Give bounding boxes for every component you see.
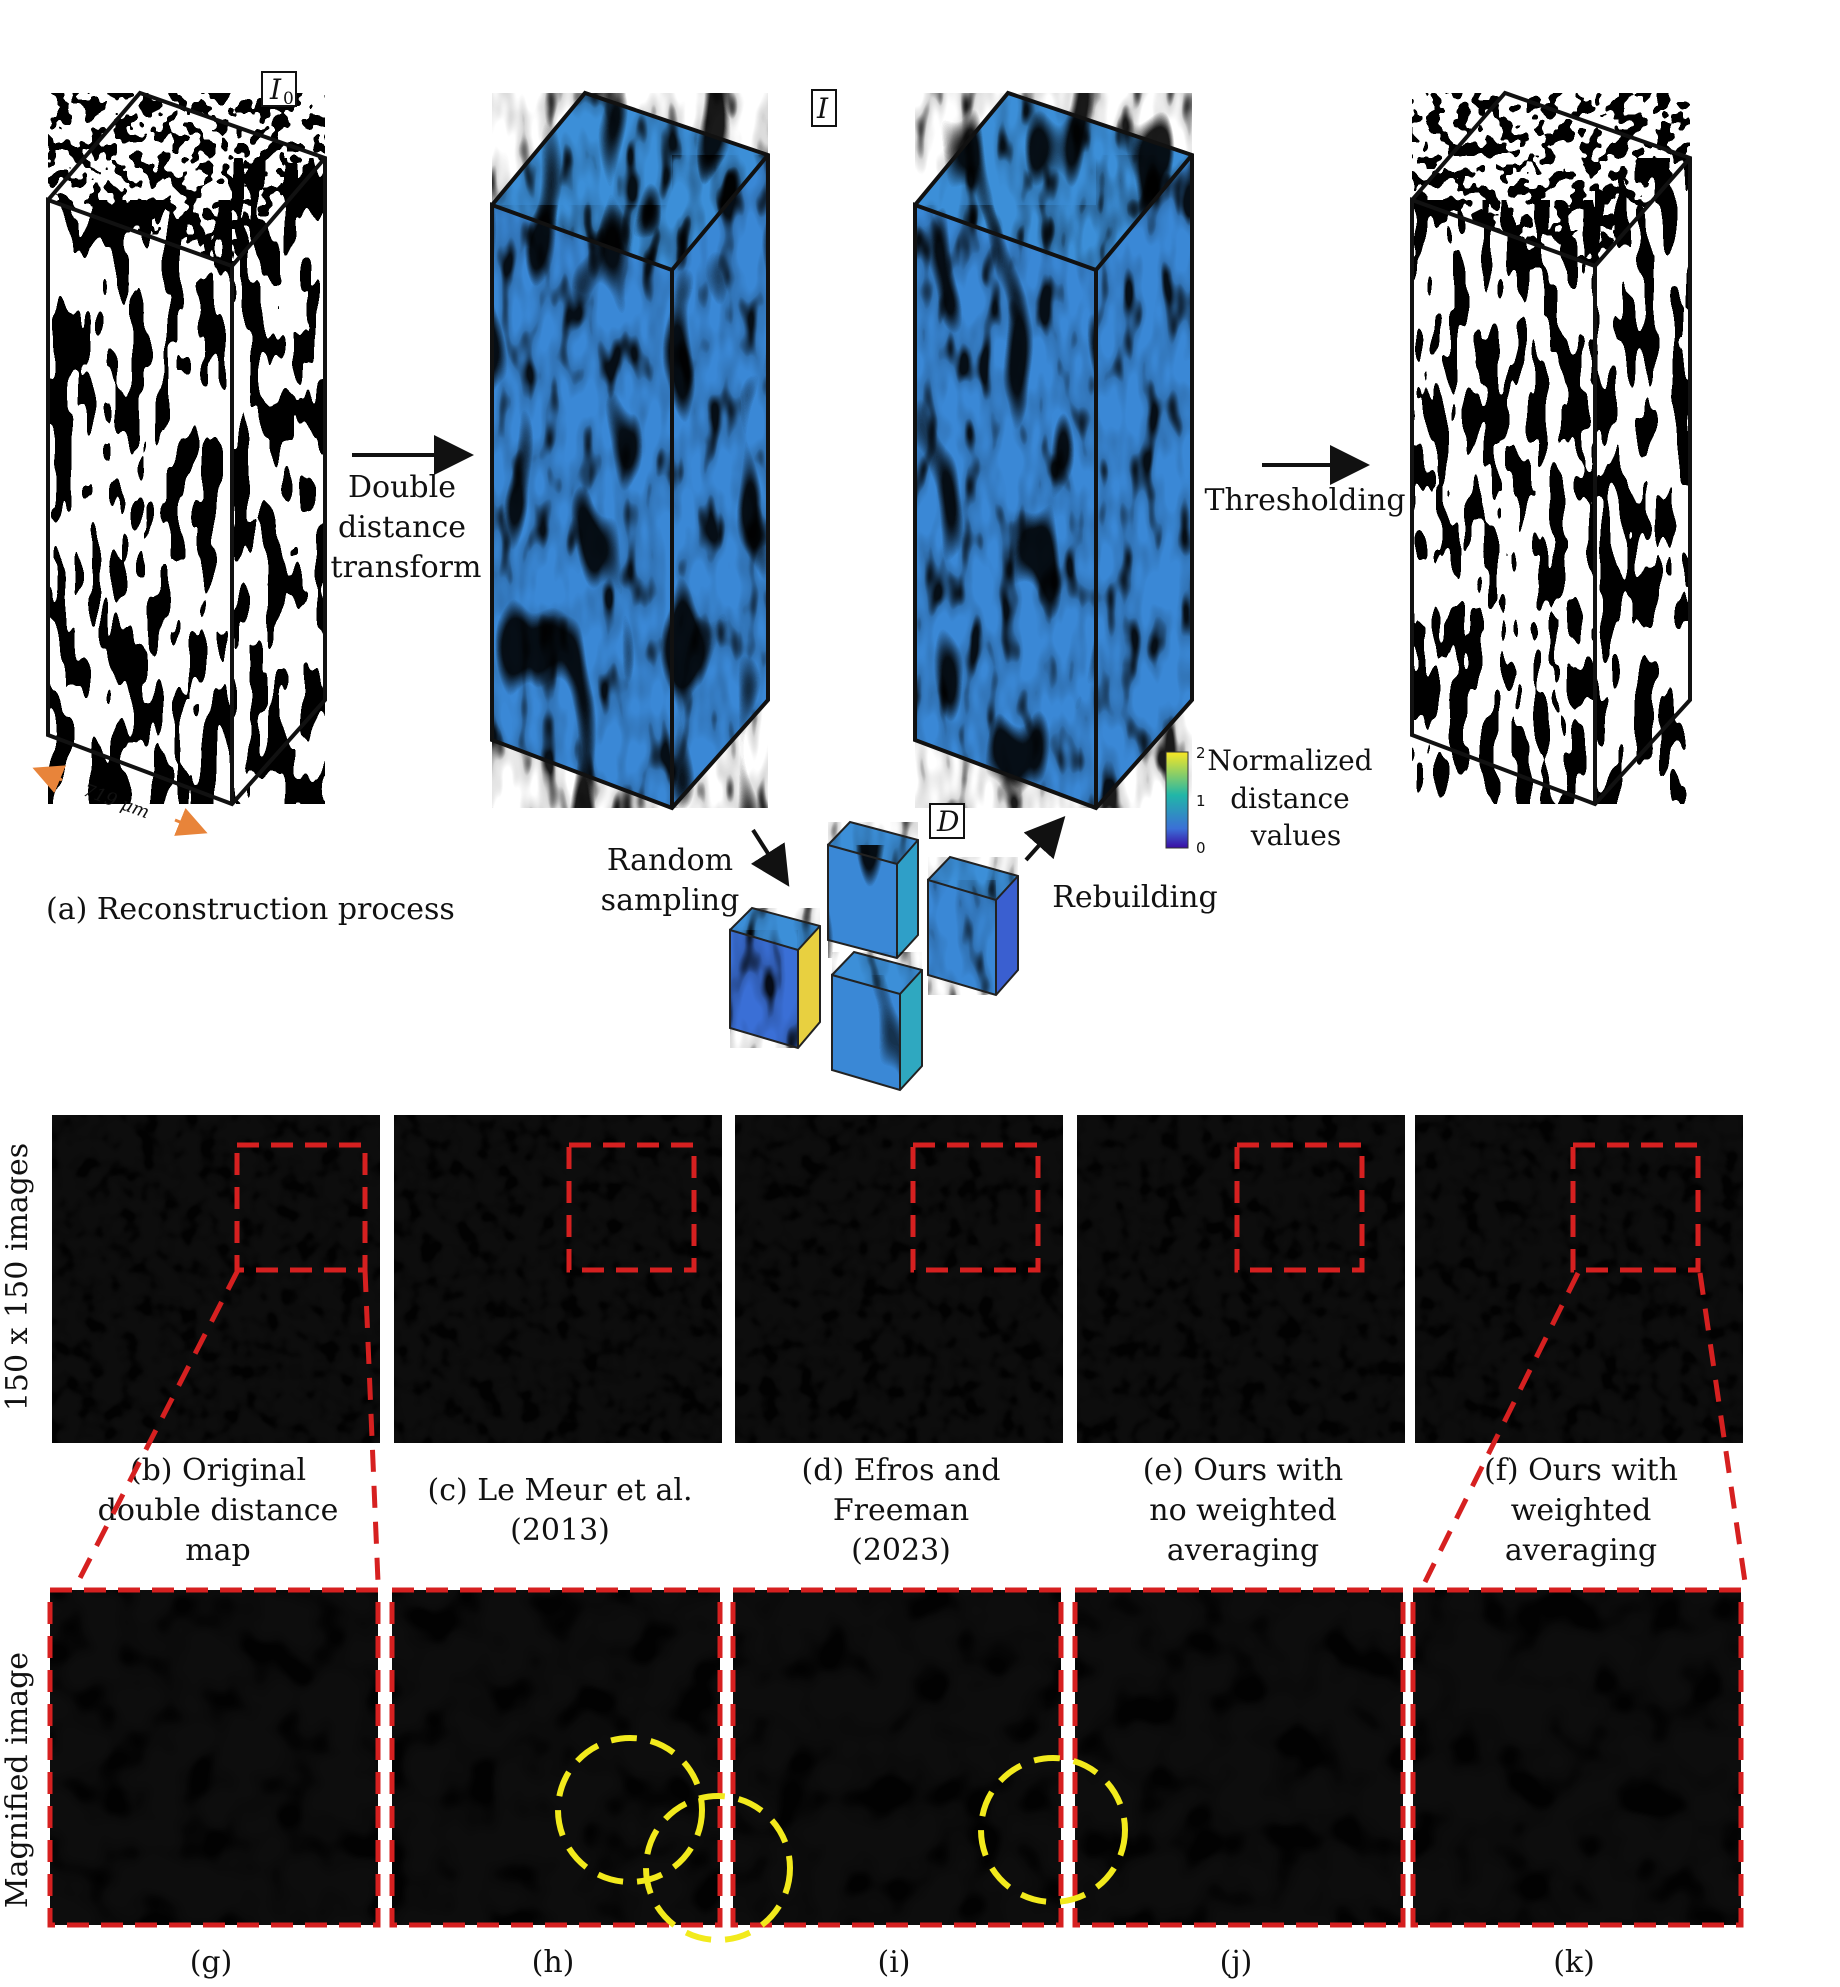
magnified-k: (k) xyxy=(1410,1587,1744,1980)
zoom-box xyxy=(1570,1142,1701,1273)
caption-line: (d) Efros and xyxy=(802,1453,1001,1488)
artifact-circle xyxy=(978,1755,1128,1905)
subfigure-label: (i) xyxy=(877,1945,910,1980)
caption-line: no weighted xyxy=(1149,1493,1337,1528)
zoom-box xyxy=(910,1142,1041,1273)
label-i: I xyxy=(816,92,829,125)
zoom-box xyxy=(566,1142,697,1273)
zoom-box xyxy=(234,1142,368,1273)
caption-line: averaging xyxy=(1167,1533,1319,1568)
caption-line: weighted xyxy=(1511,1493,1652,1528)
caption-line: map xyxy=(185,1533,251,1568)
patch-cube-4 xyxy=(831,950,923,1092)
caption-line: averaging xyxy=(1505,1533,1657,1568)
zoom-box xyxy=(1234,1142,1365,1273)
colorbar-tick-1: 1 xyxy=(1196,792,1206,810)
artifact-circle xyxy=(555,1735,705,1885)
binary-volume-input xyxy=(46,90,327,807)
colorbar-tick-2: 2 xyxy=(1196,744,1206,762)
row-label-top: 150 x 150 images xyxy=(0,1143,35,1411)
arrow2-label: Thresholding xyxy=(1204,483,1405,518)
magnified-row: (g) (h) (i) (j) (k) xyxy=(47,1587,1744,1980)
arrow1-line2: distance xyxy=(338,510,466,545)
magnified-h: (h) xyxy=(389,1587,723,1980)
sampled-patches xyxy=(729,820,1019,1092)
artifact-circle xyxy=(643,1793,793,1943)
panel-f: (f) Ours with weighted averaging xyxy=(1415,1115,1743,1568)
sampling-line2: sampling xyxy=(601,883,740,918)
panel-c: (c) Le Meur et al. (2013) xyxy=(394,1115,722,1548)
arrow-rebuilding xyxy=(1023,816,1066,862)
panel-b: (b) Original double distance map xyxy=(52,1115,380,1568)
panel-e: (e) Ours with no weighted averaging xyxy=(1077,1115,1405,1568)
distance-volume-i xyxy=(490,90,770,811)
label-i-box xyxy=(811,89,837,127)
patch-cube-2 xyxy=(927,855,1019,997)
label-d-box xyxy=(929,803,965,839)
caption-line: (2023) xyxy=(851,1533,951,1568)
label-i0-sub: 0 xyxy=(283,89,294,109)
patch-cube-3 xyxy=(729,906,821,1050)
caption-line: (b) Original xyxy=(130,1453,306,1488)
arrow1-line3: transform xyxy=(331,550,482,585)
subfigure-label: (k) xyxy=(1553,1945,1595,1980)
binary-volume-output xyxy=(1410,90,1692,807)
zoom-connectors xyxy=(75,1268,1748,1584)
colorbar-label-3: values xyxy=(1250,819,1341,852)
magnified-g: (g) xyxy=(47,1587,381,1980)
sampling-line1: Random xyxy=(607,843,733,878)
caption-a: (a) Reconstruction process xyxy=(46,892,455,927)
panel-d: (d) Efros and Freeman (2023) xyxy=(735,1115,1063,1568)
arrow-random-sampling xyxy=(750,828,790,887)
colorbar: 2 1 0 Normalized distance values xyxy=(1165,744,1373,857)
caption-line: (e) Ours with xyxy=(1143,1453,1344,1488)
row-label-bottom: Magnified image xyxy=(0,1652,35,1908)
caption-line: double distance xyxy=(98,1493,339,1528)
arrow1-line1: Double xyxy=(348,470,456,505)
label-i0-box: I 0 xyxy=(261,71,297,109)
caption-line: (c) Le Meur et al. xyxy=(428,1473,693,1508)
magnified-i: (i) xyxy=(643,1587,1064,1980)
subfigure-label: (j) xyxy=(1220,1945,1253,1980)
magnified-j: (j) xyxy=(978,1587,1406,1980)
caption-line: (f) Ours with xyxy=(1484,1453,1678,1488)
caption-line: Freeman xyxy=(833,1493,969,1528)
label-i0: I xyxy=(269,73,282,106)
subfigure-label: (g) xyxy=(190,1945,233,1980)
colorbar-label-1: Normalized xyxy=(1207,744,1372,777)
subfigure-label: (h) xyxy=(532,1945,575,1980)
distance-volume-rebuilt xyxy=(913,90,1194,811)
caption-line: (2013) xyxy=(510,1513,610,1548)
patch-cube-1 xyxy=(827,820,919,960)
label-d: D xyxy=(936,805,959,838)
scale-label: 719 μm xyxy=(80,780,152,823)
comparison-row: (b) Original double distance map (c) Le Meu… xyxy=(52,1115,1743,1568)
rebuilding-label: Rebuilding xyxy=(1052,880,1217,915)
colorbar-tick-0: 0 xyxy=(1196,839,1206,857)
colorbar-label-2: distance xyxy=(1230,782,1349,815)
